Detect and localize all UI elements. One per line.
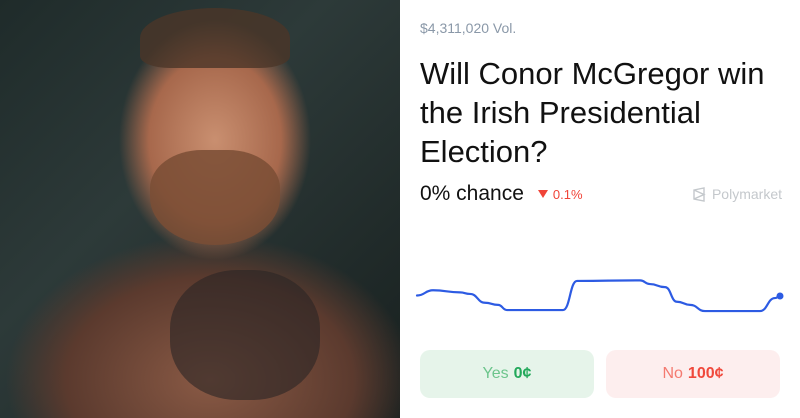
brand: Polymarket bbox=[692, 186, 782, 202]
photo-hair bbox=[140, 8, 290, 68]
market-title[interactable]: Will Conor McGregor win the Irish Presid… bbox=[420, 56, 765, 169]
chance-row: 0% chance 0.1% Polymarket bbox=[420, 180, 782, 208]
polymarket-logo-icon bbox=[693, 186, 706, 202]
brand-name: Polymarket bbox=[711, 186, 782, 202]
yes-label: Yes bbox=[482, 365, 509, 382]
triangle-down-icon bbox=[537, 190, 548, 198]
chance-change-value: 0.1% bbox=[552, 186, 583, 202]
sparkline-end-dot bbox=[776, 292, 784, 300]
buy-no-button[interactable]: No 100¢ bbox=[606, 350, 780, 398]
market-image bbox=[0, 0, 400, 418]
no-price: 100¢ bbox=[687, 365, 724, 382]
photo-tattoo bbox=[170, 270, 320, 400]
buy-yes-button[interactable]: Yes 0¢ bbox=[420, 350, 594, 398]
chance-value: 0% chance bbox=[420, 182, 524, 205]
chance-change: 0.1% bbox=[537, 186, 583, 202]
sparkline-path bbox=[415, 279, 782, 313]
no-label: No bbox=[662, 365, 683, 382]
photo-beard bbox=[150, 150, 280, 245]
market-card: $4,311,020 Vol. Will Conor McGregor win … bbox=[400, 0, 800, 418]
price-sparkline bbox=[415, 279, 784, 313]
yes-price: 0¢ bbox=[513, 365, 532, 382]
volume: $4,311,020 Vol. bbox=[420, 20, 517, 36]
